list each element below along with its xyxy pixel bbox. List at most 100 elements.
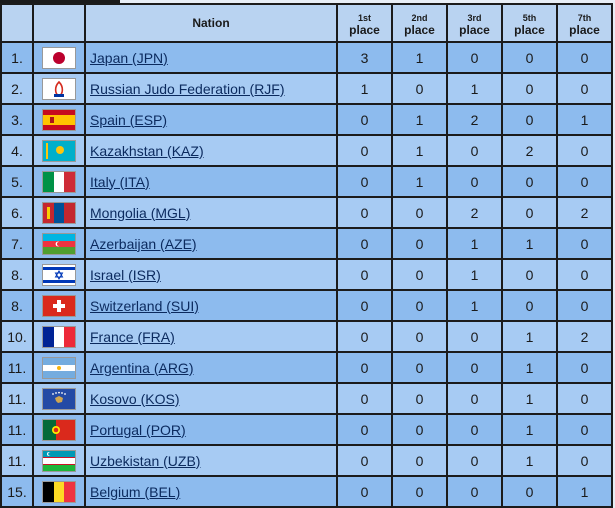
2nd-place-cell: 0 — [391, 258, 448, 291]
kazakhstan-flag-icon — [42, 139, 76, 162]
header-3rd-place: 3rd place — [446, 3, 503, 43]
top-edge-bar — [0, 0, 120, 5]
rank-cell: 4. — [0, 134, 34, 167]
5th-place-cell: 0 — [501, 41, 558, 74]
nation-cell: Kosovo (KOS) — [84, 382, 338, 415]
nation-link[interactable]: Argentina (ARG) — [90, 359, 194, 376]
1st-place-cell: 0 — [336, 134, 393, 167]
flag-cell — [32, 165, 86, 198]
5th-place-cell: 1 — [501, 351, 558, 384]
flag-cell — [32, 475, 86, 508]
nation-link[interactable]: Italy (ITA) — [90, 173, 150, 190]
5th-place-cell: 2 — [501, 134, 558, 167]
2nd-place-cell: 0 — [391, 351, 448, 384]
portugal-flag-icon — [42, 418, 76, 441]
rank-cell: 10. — [0, 320, 34, 353]
nation-link[interactable]: Kazakhstan (KAZ) — [90, 142, 204, 159]
uzbekistan-flag-icon — [42, 449, 76, 472]
flag-cell — [32, 196, 86, 229]
table-row: 8. Switzerland (SUI) 0 0 1 0 0 — [0, 289, 613, 322]
7th-place-cell: 2 — [556, 320, 613, 353]
3rd-place-cell: 0 — [446, 413, 503, 446]
rank-cell: 7. — [0, 227, 34, 260]
nation-link[interactable]: Mongolia (MGL) — [90, 204, 191, 221]
header-1st-top: 1st — [357, 12, 371, 23]
nation-cell: Russian Judo Federation (RJF) — [84, 72, 338, 105]
nation-link[interactable]: Portugal (POR) — [90, 421, 186, 438]
rank-cell: 1. — [0, 41, 34, 74]
2nd-place-cell: 0 — [391, 475, 448, 508]
belgium-flag-icon — [42, 480, 76, 503]
flag-cell — [32, 351, 86, 384]
table-row: 11. Kosovo (KOS) 0 0 0 1 0 — [0, 382, 613, 415]
3rd-place-cell: 1 — [446, 227, 503, 260]
nation-link[interactable]: Uzbekistan (UZB) — [90, 452, 201, 469]
nation-cell: Switzerland (SUI) — [84, 289, 338, 322]
5th-place-cell: 1 — [501, 227, 558, 260]
table-row: 6. Mongolia (MGL) 0 0 2 0 2 — [0, 196, 613, 229]
2nd-place-cell: 0 — [391, 196, 448, 229]
2nd-place-cell: 0 — [391, 227, 448, 260]
7th-place-cell: 0 — [556, 289, 613, 322]
japan-flag-icon — [42, 46, 76, 69]
5th-place-cell: 0 — [501, 103, 558, 136]
azerbaijan-flag-icon — [42, 232, 76, 255]
1st-place-cell: 0 — [336, 103, 393, 136]
nation-cell: Kazakhstan (KAZ) — [84, 134, 338, 167]
flag-cell — [32, 227, 86, 260]
3rd-place-cell: 0 — [446, 41, 503, 74]
table-row: 11. Uzbekistan (UZB) 0 0 0 1 0 — [0, 444, 613, 477]
1st-place-cell: 1 — [336, 72, 393, 105]
5th-place-cell: 0 — [501, 475, 558, 508]
3rd-place-cell: 1 — [446, 72, 503, 105]
flag-cell — [32, 258, 86, 291]
header-3rd-top: 3rd — [467, 12, 482, 23]
nation-link[interactable]: Belgium (BEL) — [90, 483, 181, 500]
nation-link[interactable]: Kosovo (KOS) — [90, 390, 180, 407]
nation-cell: Uzbekistan (UZB) — [84, 444, 338, 477]
3rd-place-cell: 0 — [446, 134, 503, 167]
1st-place-cell: 0 — [336, 227, 393, 260]
spain-flag-icon — [42, 108, 76, 131]
2nd-place-cell: 0 — [391, 72, 448, 105]
5th-place-cell: 1 — [501, 444, 558, 477]
nation-link[interactable]: France (FRA) — [90, 328, 175, 345]
header-1st-place: 1st place — [336, 3, 393, 43]
rank-cell: 11. — [0, 413, 34, 446]
header-2nd-place: 2nd place — [391, 3, 448, 43]
header-2nd-top: 2nd — [411, 12, 428, 23]
1st-place-cell: 3 — [336, 41, 393, 74]
7th-place-cell: 0 — [556, 351, 613, 384]
nation-cell: Argentina (ARG) — [84, 351, 338, 384]
7th-place-cell: 0 — [556, 134, 613, 167]
5th-place-cell: 1 — [501, 382, 558, 415]
header-flag — [32, 3, 86, 43]
italy-flag-icon — [42, 170, 76, 193]
3rd-place-cell: 0 — [446, 165, 503, 198]
flag-cell — [32, 413, 86, 446]
nation-link[interactable]: Japan (JPN) — [90, 49, 168, 66]
rank-cell: 15. — [0, 475, 34, 508]
3rd-place-cell: 2 — [446, 196, 503, 229]
3rd-place-cell: 1 — [446, 289, 503, 322]
rank-cell: 11. — [0, 382, 34, 415]
rjf-flag-icon — [42, 77, 76, 100]
1st-place-cell: 0 — [336, 351, 393, 384]
nation-link[interactable]: Azerbaijan (AZE) — [90, 235, 197, 252]
header-7th-place: 7th place — [556, 3, 613, 43]
nation-link[interactable]: Russian Judo Federation (RJF) — [90, 80, 285, 97]
5th-place-cell: 0 — [501, 72, 558, 105]
nation-cell: Italy (ITA) — [84, 165, 338, 198]
7th-place-cell: 0 — [556, 258, 613, 291]
header-7th-bottom: place — [569, 22, 600, 37]
header-nation: Nation — [84, 3, 338, 43]
nation-link[interactable]: Switzerland (SUI) — [90, 297, 199, 314]
3rd-place-cell: 2 — [446, 103, 503, 136]
nation-link[interactable]: Israel (ISR) — [90, 266, 161, 283]
nation-link[interactable]: Spain (ESP) — [90, 111, 168, 128]
1st-place-cell: 0 — [336, 320, 393, 353]
7th-place-cell: 2 — [556, 196, 613, 229]
3rd-place-cell: 0 — [446, 475, 503, 508]
1st-place-cell: 0 — [336, 413, 393, 446]
1st-place-cell: 0 — [336, 444, 393, 477]
